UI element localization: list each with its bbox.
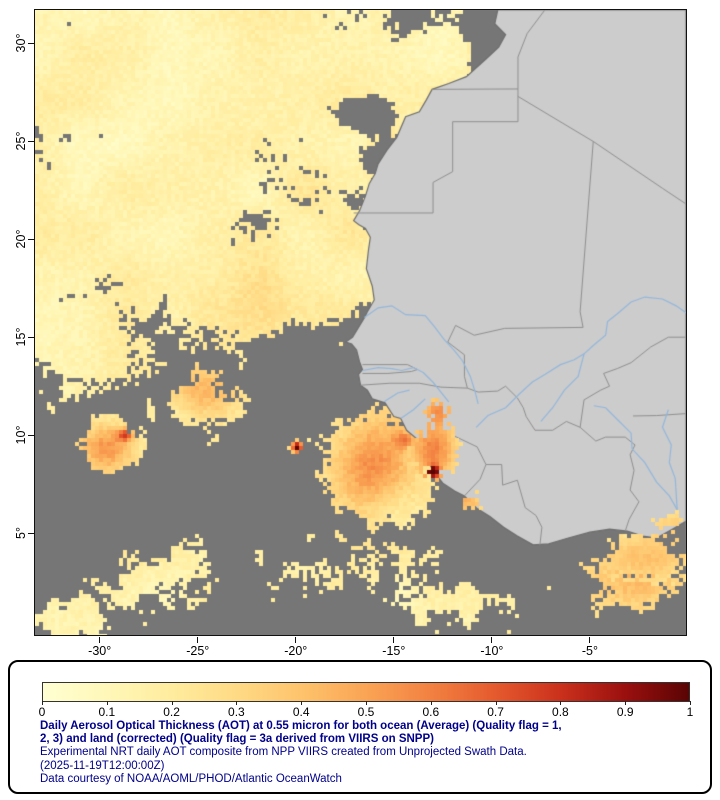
y-axis-label: 20°	[14, 229, 28, 249]
colorbar-tick-label: 0.8	[552, 705, 569, 719]
colorbar-tick-label: 0.1	[98, 705, 116, 719]
colorbar-tick-label: 0.2	[163, 705, 180, 719]
colorbar-tick-mark	[366, 701, 367, 705]
colorbar-tick-label: 0.9	[616, 705, 634, 719]
aot-map-canvas	[35, 10, 686, 635]
colorbar-tick-mark	[171, 701, 173, 705]
x-axis-label: -20°	[284, 644, 308, 658]
colorbar-tick-label: 0.7	[487, 705, 504, 719]
colorbar-tick-mark	[690, 701, 691, 705]
colorbar-tick-mark	[42, 701, 43, 705]
colorbar-tick-label: 1	[686, 705, 694, 719]
y-axis-label: 5°	[14, 527, 28, 540]
y-axis-label: 15°	[14, 327, 28, 347]
legend-timestamp: (2025-11-19T12:00:00Z)	[40, 759, 165, 772]
colorbar-tick-label: 0.3	[228, 705, 245, 719]
colorbar-tick-mark	[495, 701, 497, 705]
x-axis-label: -15°	[382, 644, 406, 658]
colorbar-tick-mark	[560, 701, 562, 705]
x-axis-tick	[197, 637, 199, 643]
colorbar-tick-label: 0.4	[292, 705, 310, 719]
legend-subtitle: Experimental NRT daily AOT composite fro…	[40, 746, 527, 759]
legend-title-line2: 2, 3) and land (corrected) (Quality flag…	[40, 733, 434, 746]
x-axis-tick	[393, 637, 395, 643]
x-axis-label: -25°	[186, 644, 210, 658]
colorbar-tick-label: 0	[38, 705, 46, 719]
colorbar-tick-mark	[236, 701, 238, 705]
x-axis-label: -5°	[581, 644, 598, 658]
map-frame	[34, 9, 687, 636]
colorbar	[42, 682, 690, 702]
colorbar-tick-label: 0.6	[422, 705, 440, 719]
y-axis-label: 30°	[14, 33, 28, 53]
colorbar-tick-mark	[430, 701, 432, 705]
x-axis-label: -30°	[88, 644, 112, 658]
y-axis-label: 10°	[14, 425, 28, 445]
x-axis-tick	[99, 637, 101, 643]
legend-title-line1: Daily Aerosol Optical Thickness (AOT) at…	[40, 720, 562, 732]
colorbar-tick-mark	[625, 701, 627, 705]
colorbar-tick-label: 0.5	[357, 705, 375, 719]
x-axis-tick	[295, 637, 297, 643]
y-axis-label: 25°	[14, 131, 28, 151]
x-axis-tick	[589, 637, 591, 643]
colorbar-tick-mark	[106, 701, 108, 705]
x-axis-label: -10°	[480, 644, 504, 658]
legend-panel: 0 0.1 0.2 0.3 0.4 0.5 0.6 0.7 0.8 0.9 1 Daily Aero…	[8, 660, 712, 794]
legend-credit: Data courtesy of NOAA/AOML/PHOD/Atlantic…	[40, 772, 342, 785]
colorbar-tick-mark	[301, 701, 303, 705]
colorbar-ticks: 0 0.1 0.2 0.3 0.4 0.5 0.6 0.7 0.8 0.9 1	[38, 701, 693, 719]
x-axis-tick	[491, 637, 493, 643]
legend-captions: Daily Aerosol Optical Thickness (AOT) at…	[40, 720, 700, 786]
